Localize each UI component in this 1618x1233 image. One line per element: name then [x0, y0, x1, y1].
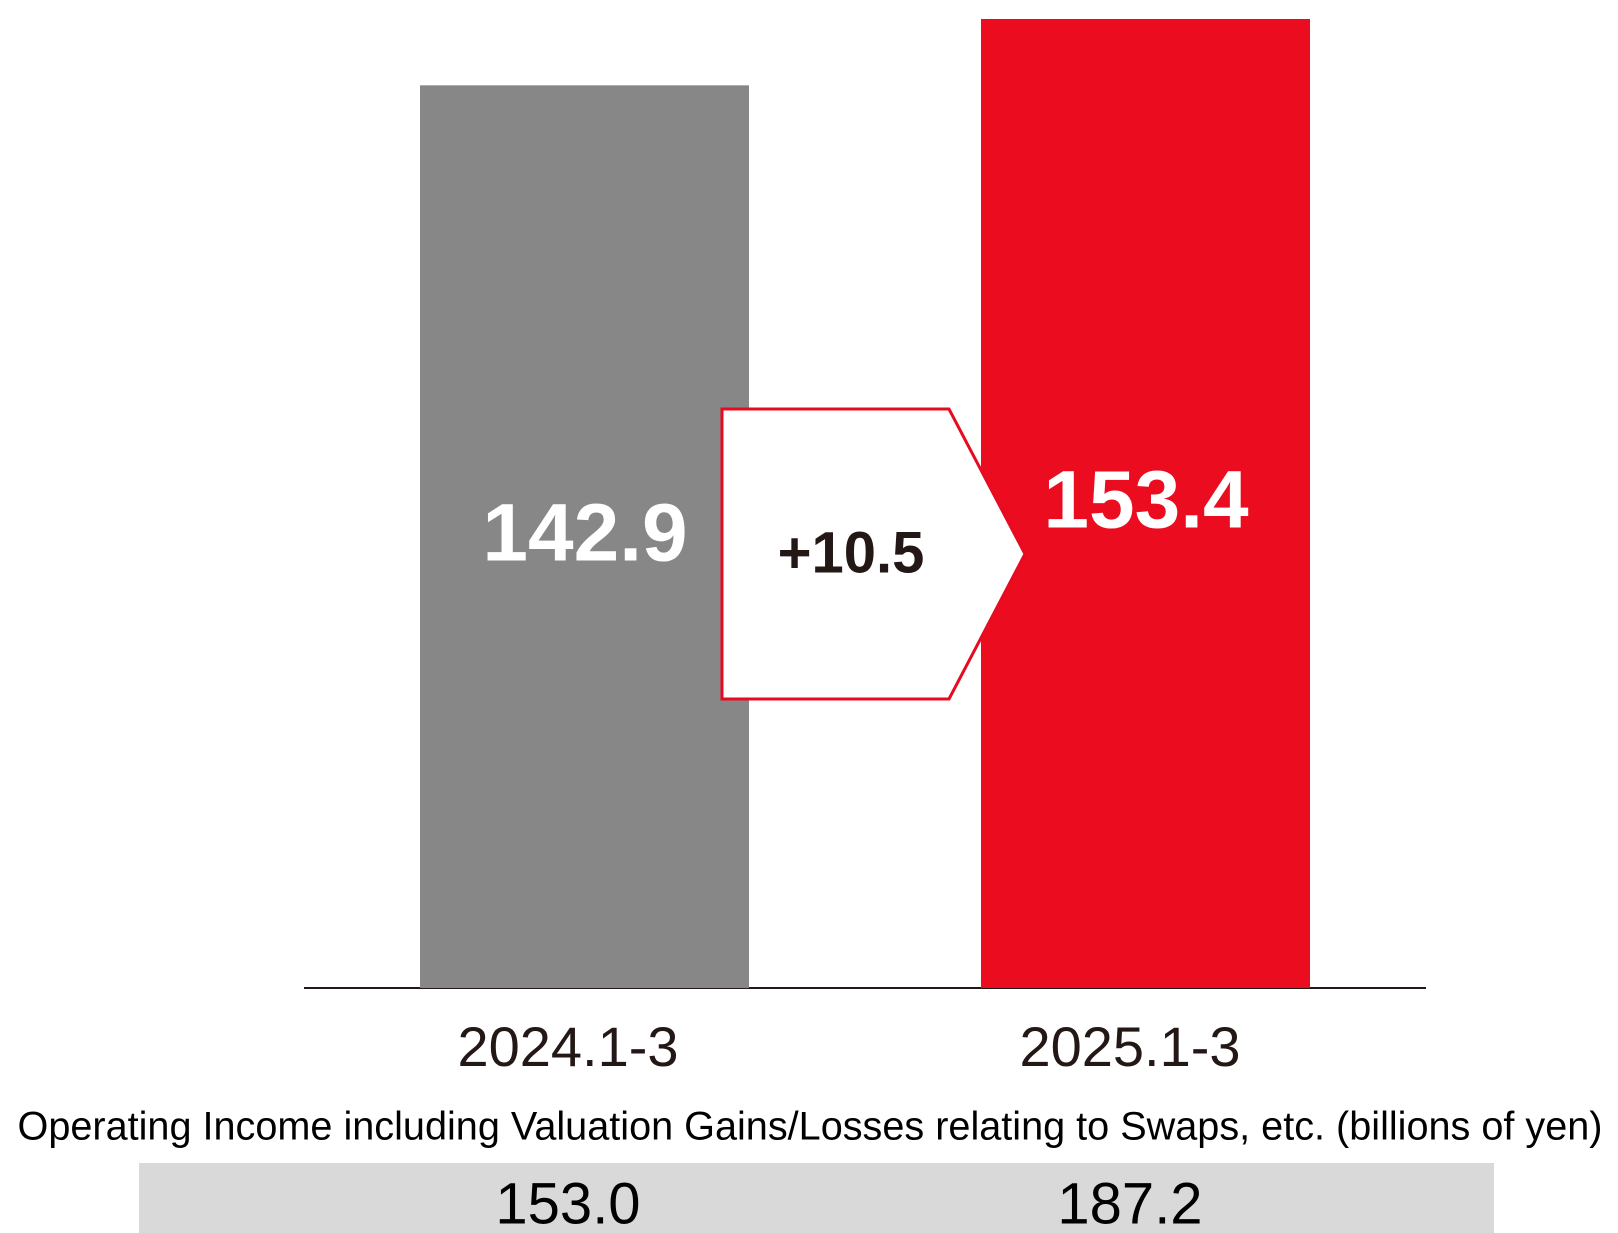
table-title: Operating Income including Valuation Gai… — [18, 1105, 1603, 1149]
bar — [420, 85, 749, 988]
x-tick-label: 2024.1-3 — [457, 1015, 678, 1078]
table-value: 187.2 — [1057, 1171, 1202, 1233]
value-label: 142.9 — [482, 488, 687, 579]
delta-label: +10.5 — [778, 520, 925, 585]
delta-arrow — [720, 407, 1027, 701]
value-label: 153.4 — [1043, 455, 1249, 546]
x-tick-label: 2025.1-3 — [1019, 1015, 1240, 1078]
bar — [981, 19, 1310, 988]
table-value: 153.0 — [495, 1171, 640, 1233]
table-band — [139, 1163, 1494, 1233]
